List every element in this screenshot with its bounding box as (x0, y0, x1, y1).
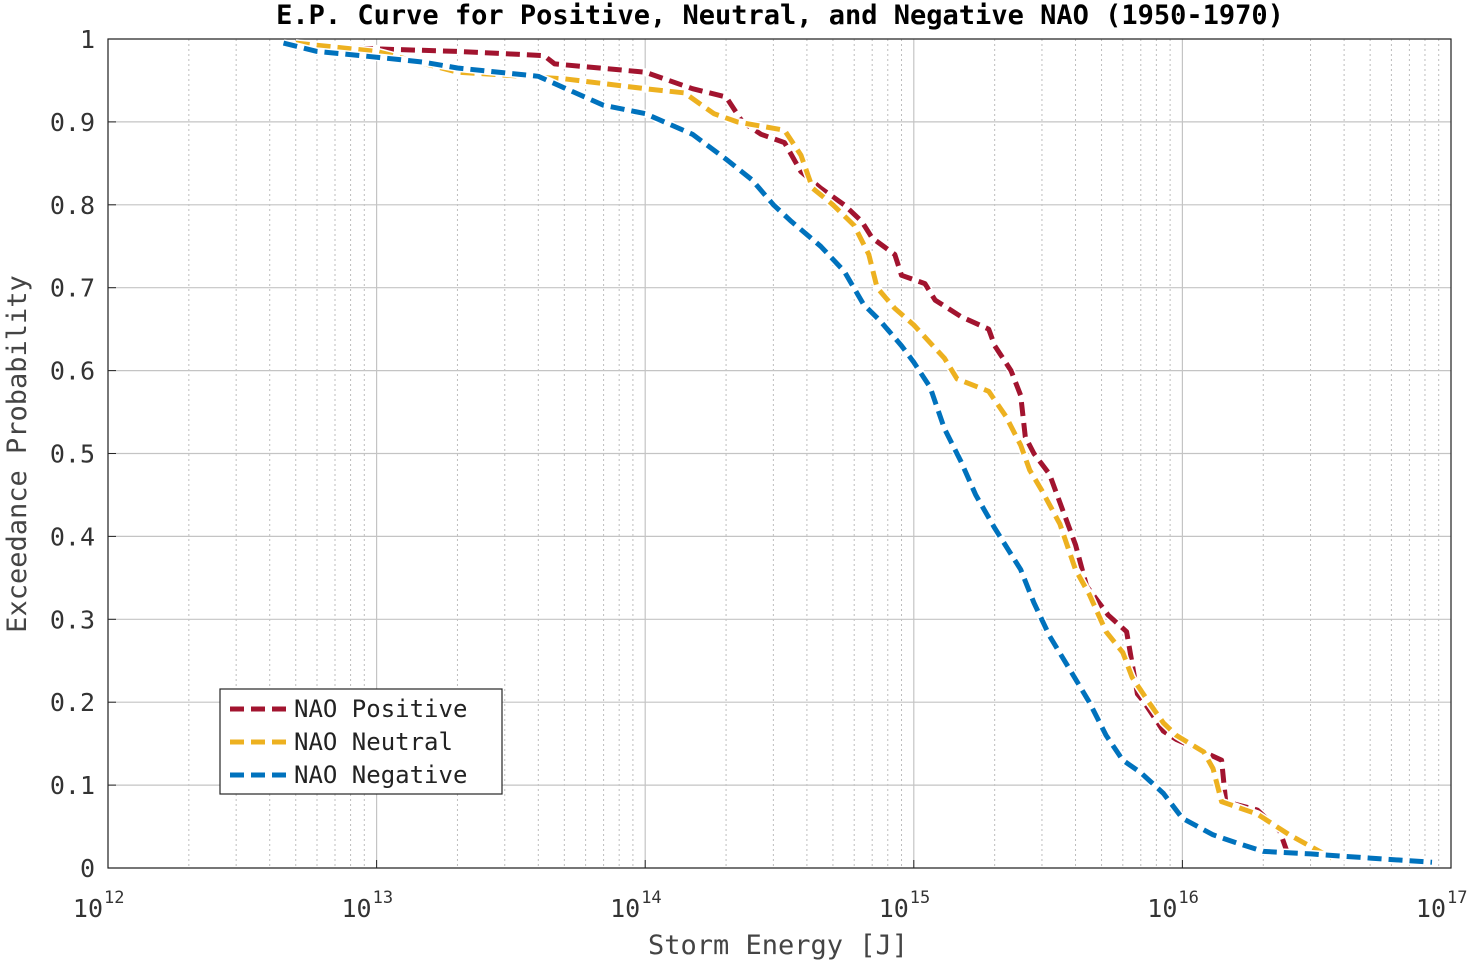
x-tick-exponent: 16 (1178, 888, 1198, 908)
y-tick-label: 0.1 (50, 771, 95, 800)
x-tick-label: 10 12 (73, 888, 125, 923)
legend-label-nao-positive: NAO Positive (294, 695, 467, 723)
x-tick-exponent: 17 (1447, 888, 1467, 908)
x-tick-exponent: 12 (104, 888, 124, 908)
x-tick-base: 10 (610, 894, 640, 923)
y-tick-label: 1 (80, 25, 95, 54)
y-tick-label: 0.3 (50, 605, 95, 634)
x-tick-label: 10 13 (341, 888, 393, 923)
series-line-nao-positive (316, 44, 1292, 859)
y-tick-label: 0.4 (50, 522, 95, 551)
x-tick-base: 10 (1147, 894, 1177, 923)
y-tick-label: 0 (80, 854, 95, 883)
x-tick-exponent: 14 (641, 888, 661, 908)
x-tick-label: 10 14 (610, 888, 662, 923)
y-tick-label: 0.9 (50, 108, 95, 137)
series-line-nao-neutral (295, 40, 1334, 861)
x-tick-label: 10 15 (879, 888, 931, 923)
x-tick-base: 10 (73, 894, 103, 923)
legend-box (219, 688, 503, 795)
y-tick-label: 0.6 (50, 357, 95, 386)
y-tick-label: 0.8 (50, 191, 95, 220)
x-tick-label: 10 16 (1147, 888, 1199, 923)
x-tick-exponent: 13 (373, 888, 393, 908)
x-tick-base: 10 (879, 894, 909, 923)
legend-label-nao-negative: NAO Negative (294, 761, 467, 789)
x-tick-exponent: 15 (910, 888, 930, 908)
x-tick-label: 10 17 (1416, 888, 1468, 923)
y-tick-label: 0.5 (50, 440, 95, 469)
x-axis-label: Storm Energy [J] (648, 930, 908, 961)
legend: NAO Positive NAO Neutral NAO Negative (219, 688, 503, 795)
series-line-nao-negative (282, 40, 1433, 865)
chart-title: E.P. Curve for Positive, Neutral, and Ne… (276, 0, 1284, 31)
legend-label-nao-neutral: NAO Neutral (294, 728, 453, 756)
y-tick-label: 0.2 (50, 688, 95, 717)
y-tick-label: 0.7 (50, 274, 95, 303)
x-tick-base: 10 (341, 894, 371, 923)
tick-labels: 10 12 10 13 10 14 10 15 10 16 10 1700.10.20.30.40.5… (50, 25, 1468, 923)
x-tick-base: 10 (1416, 894, 1446, 923)
series-lines (282, 39, 1433, 867)
y-axis-label: Exceedance Probability (2, 275, 33, 633)
